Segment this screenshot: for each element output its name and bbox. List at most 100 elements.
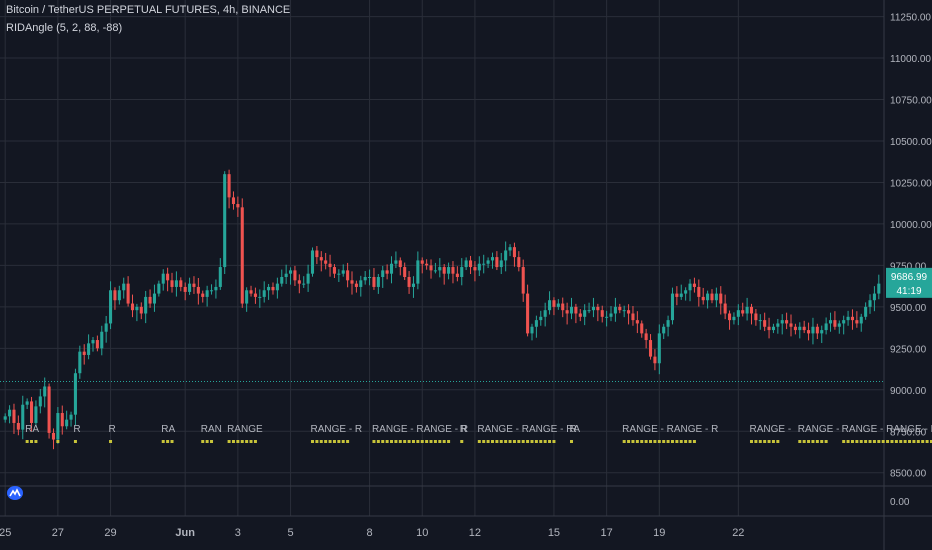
range-dot <box>460 440 464 443</box>
date-tick-label: 10 <box>416 527 428 539</box>
candle-body <box>613 306 617 314</box>
range-dot <box>236 440 240 443</box>
range-label: RANGE <box>227 424 263 435</box>
candle-body <box>350 280 354 284</box>
range-dot <box>877 440 881 443</box>
range-dot <box>328 440 332 443</box>
range-dot <box>855 440 859 443</box>
date-tick-label: 22 <box>732 527 744 539</box>
range-dot <box>210 440 214 443</box>
range-dot <box>548 440 552 443</box>
range-dot <box>749 440 753 443</box>
range-dot <box>477 440 481 443</box>
range-dot <box>433 440 437 443</box>
candle-body <box>640 323 644 334</box>
candle-body <box>302 283 306 285</box>
candle-body <box>468 260 473 268</box>
candle-body <box>512 247 516 258</box>
range-dot <box>504 440 508 443</box>
bar-countdown: 41:19 <box>896 286 921 297</box>
candle-body <box>732 316 736 321</box>
range-dot <box>631 440 635 443</box>
range-label: RANGE - RANGE - R <box>372 424 468 435</box>
candle-body <box>113 290 117 301</box>
candle-body <box>807 330 811 334</box>
range-dot <box>684 440 688 443</box>
candle-body <box>201 293 205 297</box>
date-tick-label: 25 <box>0 527 11 539</box>
candle-body <box>460 267 464 278</box>
range-dot <box>310 440 314 443</box>
candle-body <box>622 310 626 312</box>
candle-body <box>499 260 503 268</box>
range-dot <box>372 440 376 443</box>
range-dot <box>890 440 894 443</box>
range-dot <box>771 440 775 443</box>
last-price-value: 9686.99 <box>891 272 928 283</box>
range-label: R <box>570 424 577 435</box>
date-tick-label: 12 <box>469 527 481 539</box>
candle-body <box>692 283 696 287</box>
candle-body <box>714 293 718 301</box>
price-tick-label: 10250.00 <box>890 178 932 189</box>
range-dot <box>908 440 912 443</box>
range-dot <box>929 440 932 443</box>
range-dot <box>552 440 556 443</box>
candle-body <box>218 267 222 287</box>
range-dot <box>644 440 648 443</box>
range-dot <box>429 440 433 443</box>
candle-body <box>126 283 130 304</box>
range-dot <box>166 440 170 443</box>
range-dot <box>776 440 780 443</box>
candle-body <box>231 197 236 205</box>
candle-body <box>65 419 69 427</box>
candle-body <box>872 293 876 301</box>
candle-body <box>275 283 279 291</box>
candle-body <box>372 277 376 287</box>
price-tick-label: 10750.00 <box>890 96 932 107</box>
candle-body <box>297 280 301 284</box>
range-label: RAN <box>201 424 222 435</box>
indicator-label[interactable]: RIDAngle (5, 2, 88, -88) <box>6 22 123 34</box>
candle-body <box>332 267 336 274</box>
range-dot <box>675 440 679 443</box>
range-dot <box>899 440 903 443</box>
candle-body <box>8 409 12 417</box>
candle-body <box>877 283 881 294</box>
price-tick-label: 9000.00 <box>890 386 927 397</box>
candle-body <box>306 273 310 284</box>
candle-body <box>644 333 648 341</box>
range-dot <box>662 440 666 443</box>
range-dot <box>411 440 415 443</box>
range-label: RANGE - RANGE - RANGE - <box>842 424 932 435</box>
candle-body <box>508 247 512 251</box>
range-dot <box>820 440 824 443</box>
range-dot <box>670 440 674 443</box>
candle-body <box>486 260 490 264</box>
candle-body <box>701 296 705 301</box>
candle-body <box>188 283 192 292</box>
range-dot <box>850 440 854 443</box>
candle-body <box>60 413 64 427</box>
range-dot <box>859 440 863 443</box>
candle-body <box>785 320 789 324</box>
candle-body <box>447 267 451 274</box>
range-dot <box>376 440 380 443</box>
candle-body <box>95 340 99 349</box>
range-label: RANGE - <box>749 424 791 435</box>
date-tick-label: 3 <box>235 527 241 539</box>
range-dot <box>245 440 249 443</box>
candle-body <box>258 296 262 298</box>
candle-body <box>429 265 433 271</box>
candle-body <box>741 310 745 314</box>
candle-body <box>73 373 77 415</box>
range-label: RANGE - RANGE - RA <box>477 424 580 435</box>
range-dot <box>802 440 806 443</box>
range-dot <box>666 440 670 443</box>
range-label: RANGE - R <box>310 424 362 435</box>
range-dot <box>925 440 929 443</box>
candle-body <box>91 340 95 344</box>
date-tick-label: 17 <box>601 527 613 539</box>
